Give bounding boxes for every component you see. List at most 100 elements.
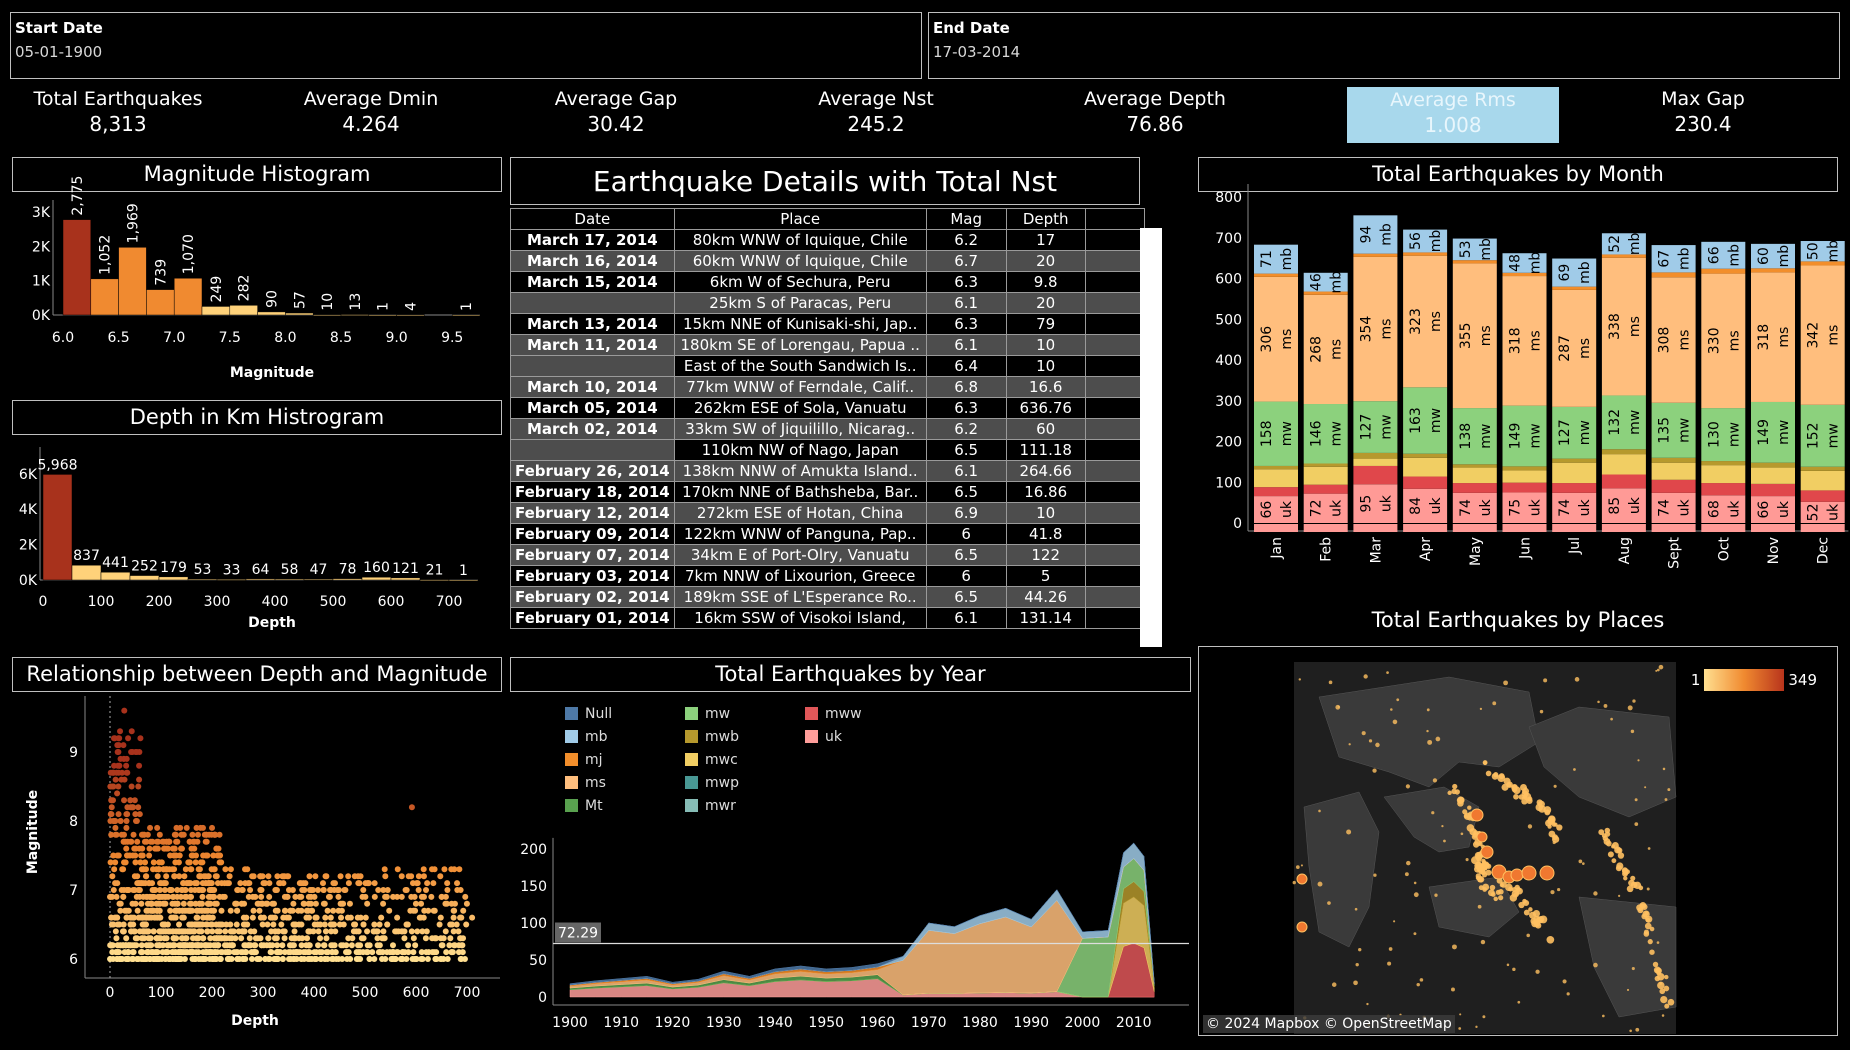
scatter-point — [109, 769, 116, 776]
scatter-point — [266, 893, 273, 900]
table-row[interactable]: 25km S of Paracas, Peru 6.1 20 — [510, 292, 1145, 314]
earthquake-point — [1667, 998, 1675, 1006]
table-row[interactable]: March 05, 2014 262km ESE of Sola, Vanuatu… — [510, 397, 1145, 419]
table-row[interactable]: March 10, 2014 77km WNW of Ferndale, Cali… — [510, 376, 1145, 398]
scatter-point — [115, 783, 122, 790]
scatter-point — [151, 893, 158, 900]
stacked-bar-segment — [1651, 457, 1696, 463]
scatter-point — [298, 942, 305, 949]
x-tick-label: Apr — [1418, 537, 1434, 561]
stacked-bar-segment — [1751, 483, 1795, 497]
scatter-point — [332, 928, 339, 935]
table-row[interactable]: February 07, 2014 34km E of Port-Olry, Va… — [510, 544, 1145, 566]
scatter-point — [169, 893, 176, 900]
row-depth: 10 — [1005, 355, 1086, 377]
segment-value-label: 52 — [1607, 235, 1623, 253]
table-row[interactable]: February 26, 2014 138km NNW of Amukta Isl… — [510, 460, 1145, 482]
start-date-filter[interactable]: Start Date 05-01-1900 — [10, 12, 922, 79]
histogram-bar — [146, 289, 175, 316]
scatter-point — [194, 831, 201, 838]
scatter-point — [124, 804, 131, 811]
scatter-point — [130, 887, 137, 893]
scatter-point — [251, 942, 258, 949]
table-row[interactable]: 110km NW of Nago, Japan 6.5 111.18 — [510, 439, 1145, 461]
scatter-point — [424, 880, 431, 887]
table-row[interactable]: East of the South Sandwich Is.. 6.4 10 — [510, 355, 1145, 377]
segment-value-label: 74 — [1657, 499, 1673, 517]
scatter-point — [348, 942, 355, 949]
scatter-point — [405, 949, 412, 956]
scatter-point — [250, 907, 257, 914]
scatter-point — [224, 880, 231, 887]
scatter-point — [431, 907, 438, 914]
scatter-point — [174, 900, 181, 907]
scatter-point — [420, 866, 427, 873]
scatter-point — [451, 866, 458, 873]
stacked-bar-segment — [1452, 467, 1497, 484]
kpi-average-rms[interactable]: Average Rms 1.008 — [1347, 87, 1559, 143]
end-date-value[interactable]: 17-03-2014 — [933, 43, 1021, 61]
table-row[interactable]: February 02, 2014 189km SSE of L'Esperanc… — [510, 586, 1145, 608]
scatter-point — [123, 824, 130, 831]
bar-label: 121 — [392, 561, 419, 577]
earthquake-point — [1373, 873, 1377, 877]
table-row[interactable]: February 01, 2014 16km SSW of Visokoi Isl… — [510, 607, 1145, 629]
scatter-point — [131, 873, 138, 880]
col-date[interactable]: Date — [510, 208, 675, 230]
histogram-bar — [332, 578, 363, 581]
table-row[interactable]: February 18, 2014 170km NNE of Bathsheba,… — [510, 481, 1145, 503]
earthquake-map[interactable]: 1 349 © 2024 Mapbox © OpenStreetMap — [1198, 646, 1838, 1036]
row-depth: 79 — [1005, 313, 1086, 335]
table-row[interactable]: March 16, 2014 60km WNW of Iquique, Chile… — [510, 250, 1145, 272]
scatter-point — [344, 956, 351, 962]
table-row[interactable]: February 09, 2014 122km WNW of Panguna, P… — [510, 523, 1145, 545]
scatter-point — [321, 900, 328, 907]
scatter-point — [320, 887, 327, 893]
row-spacer — [1084, 376, 1145, 398]
scatter-point — [328, 928, 335, 935]
col-mag[interactable]: Mag — [925, 208, 1007, 230]
table-row[interactable]: March 17, 2014 80km WNW of Iquique, Chile… — [510, 229, 1145, 251]
start-date-value[interactable]: 05-01-1900 — [15, 43, 103, 61]
segment-series-label: mb — [1378, 223, 1394, 246]
row-spacer — [1084, 313, 1145, 335]
scatter-point — [178, 935, 185, 942]
map-attribution[interactable]: © 2024 Mapbox © OpenStreetMap — [1203, 1015, 1455, 1033]
x-tick-label: 600 — [403, 985, 430, 1001]
scatter-point — [155, 838, 162, 845]
scatter-point — [138, 942, 145, 949]
col-depth[interactable]: Depth — [1005, 208, 1086, 230]
table-row[interactable]: February 12, 2014 272km ESE of Hotan, Chi… — [510, 502, 1145, 524]
earthquake-point — [1462, 809, 1468, 815]
scatter-point — [248, 956, 255, 962]
histogram-bar — [451, 314, 481, 317]
end-date-filter[interactable]: End Date 17-03-2014 — [928, 12, 1840, 79]
scatter-point — [206, 831, 213, 838]
table-scrollbar[interactable] — [1140, 228, 1162, 647]
segment-series-label: uk — [1726, 500, 1742, 518]
scatter-point — [156, 831, 163, 838]
table-row[interactable]: March 11, 2014 180km SE of Lorengau, Papu… — [510, 334, 1145, 356]
earthquake-point — [1518, 901, 1525, 909]
earthquake-hotspot — [1480, 845, 1494, 859]
table-row[interactable]: February 03, 2014 7km NNW of Lixourion, G… — [510, 565, 1145, 587]
earthquake-point — [1477, 904, 1482, 909]
scatter-point — [272, 914, 279, 921]
histogram-bar — [257, 311, 286, 316]
table-row[interactable]: March 15, 2014 6km W of Sechura, Peru 6.3 9… — [510, 271, 1145, 293]
scatter-point — [195, 935, 202, 942]
row-spacer — [1084, 523, 1145, 545]
scatter-point — [223, 935, 230, 942]
scatter-point — [282, 907, 289, 914]
by-year-title: Total Earthquakes by Year — [510, 657, 1191, 692]
stacked-bar-base — [1701, 524, 1746, 532]
scatter-point — [394, 914, 401, 921]
row-spacer — [1084, 418, 1145, 440]
scatter-point — [154, 873, 161, 880]
col-place[interactable]: Place — [673, 208, 927, 230]
scatter-point — [455, 949, 462, 956]
table-row[interactable]: March 13, 2014 15km NNE of Kunisaki-shi, … — [510, 313, 1145, 335]
table-row[interactable]: March 02, 2014 33km SW of Jiquilillo, Nic… — [510, 418, 1145, 440]
scatter-point — [116, 735, 123, 742]
row-date — [510, 355, 675, 377]
